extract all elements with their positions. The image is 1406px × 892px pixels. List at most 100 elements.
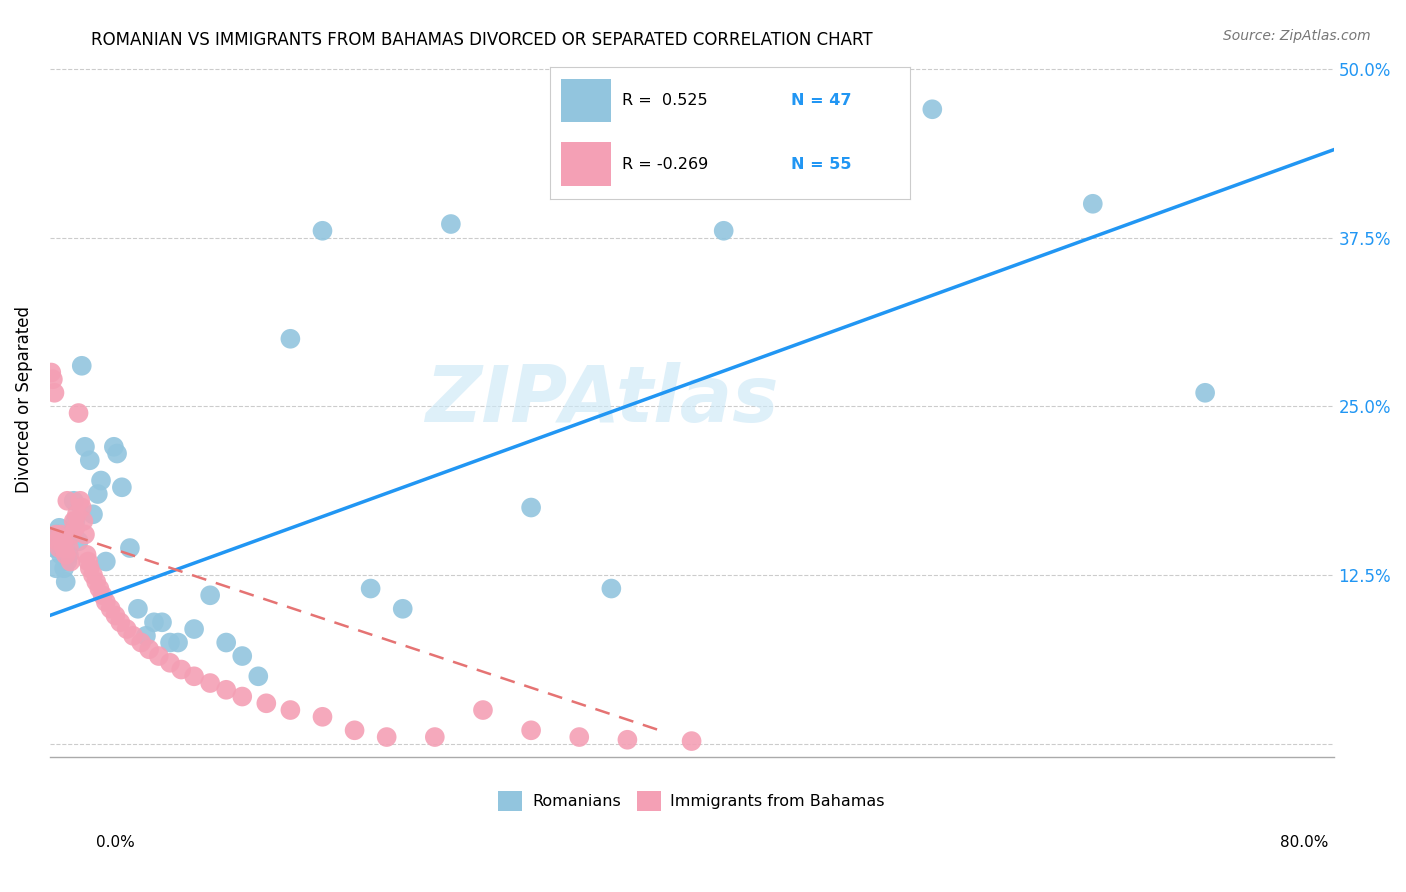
Point bbox=[77, 555, 100, 569]
Point bbox=[46, 534, 69, 549]
Point bbox=[143, 615, 166, 630]
Point bbox=[56, 493, 79, 508]
Point bbox=[183, 669, 205, 683]
Point bbox=[215, 682, 238, 697]
Point bbox=[198, 588, 221, 602]
Point bbox=[55, 574, 77, 589]
Point bbox=[56, 555, 79, 569]
Point bbox=[231, 648, 253, 663]
Point bbox=[65, 521, 87, 535]
Point bbox=[280, 332, 302, 346]
Point bbox=[49, 548, 72, 562]
Point bbox=[82, 568, 104, 582]
Point bbox=[616, 732, 638, 747]
Point bbox=[51, 534, 73, 549]
Point bbox=[51, 541, 73, 555]
Point bbox=[129, 635, 152, 649]
Point bbox=[48, 521, 70, 535]
Text: 0.0%: 0.0% bbox=[96, 836, 135, 850]
Point bbox=[59, 555, 82, 569]
Point bbox=[72, 514, 94, 528]
Point bbox=[53, 561, 76, 575]
Point bbox=[59, 527, 82, 541]
Point bbox=[520, 500, 543, 515]
Text: Source: ZipAtlas.com: Source: ZipAtlas.com bbox=[1223, 29, 1371, 43]
Point bbox=[44, 385, 66, 400]
Point bbox=[1194, 385, 1216, 400]
Point bbox=[138, 642, 160, 657]
Point bbox=[45, 527, 67, 541]
Point bbox=[39, 366, 62, 380]
Point bbox=[215, 635, 238, 649]
Point bbox=[79, 453, 101, 467]
Point bbox=[82, 508, 104, 522]
Point bbox=[135, 629, 157, 643]
Point bbox=[48, 541, 70, 555]
Point bbox=[127, 601, 149, 615]
Point bbox=[53, 541, 76, 555]
Y-axis label: Divorced or Separated: Divorced or Separated bbox=[15, 306, 32, 493]
Point bbox=[62, 514, 84, 528]
Point bbox=[67, 534, 90, 549]
Point bbox=[343, 723, 366, 738]
Point bbox=[94, 595, 117, 609]
Point bbox=[111, 480, 134, 494]
Point bbox=[87, 487, 110, 501]
Point bbox=[159, 656, 181, 670]
Point bbox=[65, 514, 87, 528]
Point bbox=[58, 548, 80, 562]
Point bbox=[231, 690, 253, 704]
Point bbox=[568, 730, 591, 744]
Point bbox=[89, 582, 111, 596]
Point bbox=[311, 710, 333, 724]
Point bbox=[100, 601, 122, 615]
Point bbox=[472, 703, 495, 717]
Point bbox=[280, 703, 302, 717]
Point bbox=[55, 548, 77, 562]
Point bbox=[148, 648, 170, 663]
Point bbox=[62, 493, 84, 508]
Point bbox=[73, 527, 96, 541]
Point bbox=[103, 440, 125, 454]
Point bbox=[76, 548, 98, 562]
Point bbox=[520, 723, 543, 738]
Text: 80.0%: 80.0% bbox=[1281, 836, 1329, 850]
Point bbox=[713, 224, 735, 238]
Point bbox=[183, 622, 205, 636]
Point bbox=[94, 555, 117, 569]
Point bbox=[391, 601, 413, 615]
Point bbox=[360, 582, 382, 596]
Point bbox=[110, 615, 132, 630]
Point bbox=[69, 493, 91, 508]
Point bbox=[170, 663, 193, 677]
Point bbox=[60, 527, 83, 541]
Point bbox=[73, 440, 96, 454]
Text: ZIPAtlas: ZIPAtlas bbox=[425, 361, 779, 438]
Point bbox=[423, 730, 446, 744]
Point bbox=[58, 541, 80, 555]
Point bbox=[105, 446, 128, 460]
Point bbox=[104, 608, 127, 623]
Point bbox=[49, 527, 72, 541]
Point bbox=[90, 474, 112, 488]
Text: ROMANIAN VS IMMIGRANTS FROM BAHAMAS DIVORCED OR SEPARATED CORRELATION CHART: ROMANIAN VS IMMIGRANTS FROM BAHAMAS DIVO… bbox=[91, 31, 873, 49]
Point bbox=[375, 730, 398, 744]
Point bbox=[115, 622, 138, 636]
Point bbox=[122, 629, 145, 643]
Point bbox=[247, 669, 270, 683]
Point bbox=[167, 635, 190, 649]
Point bbox=[70, 500, 93, 515]
Point bbox=[84, 574, 107, 589]
Point bbox=[46, 527, 69, 541]
Point bbox=[159, 635, 181, 649]
Point bbox=[921, 102, 943, 116]
Point bbox=[440, 217, 463, 231]
Point bbox=[42, 372, 65, 386]
Point bbox=[311, 224, 333, 238]
Legend: Romanians, Immigrants from Bahamas: Romanians, Immigrants from Bahamas bbox=[492, 785, 891, 817]
Point bbox=[70, 359, 93, 373]
Point bbox=[79, 561, 101, 575]
Point bbox=[66, 508, 89, 522]
Point bbox=[150, 615, 173, 630]
Point bbox=[118, 541, 141, 555]
